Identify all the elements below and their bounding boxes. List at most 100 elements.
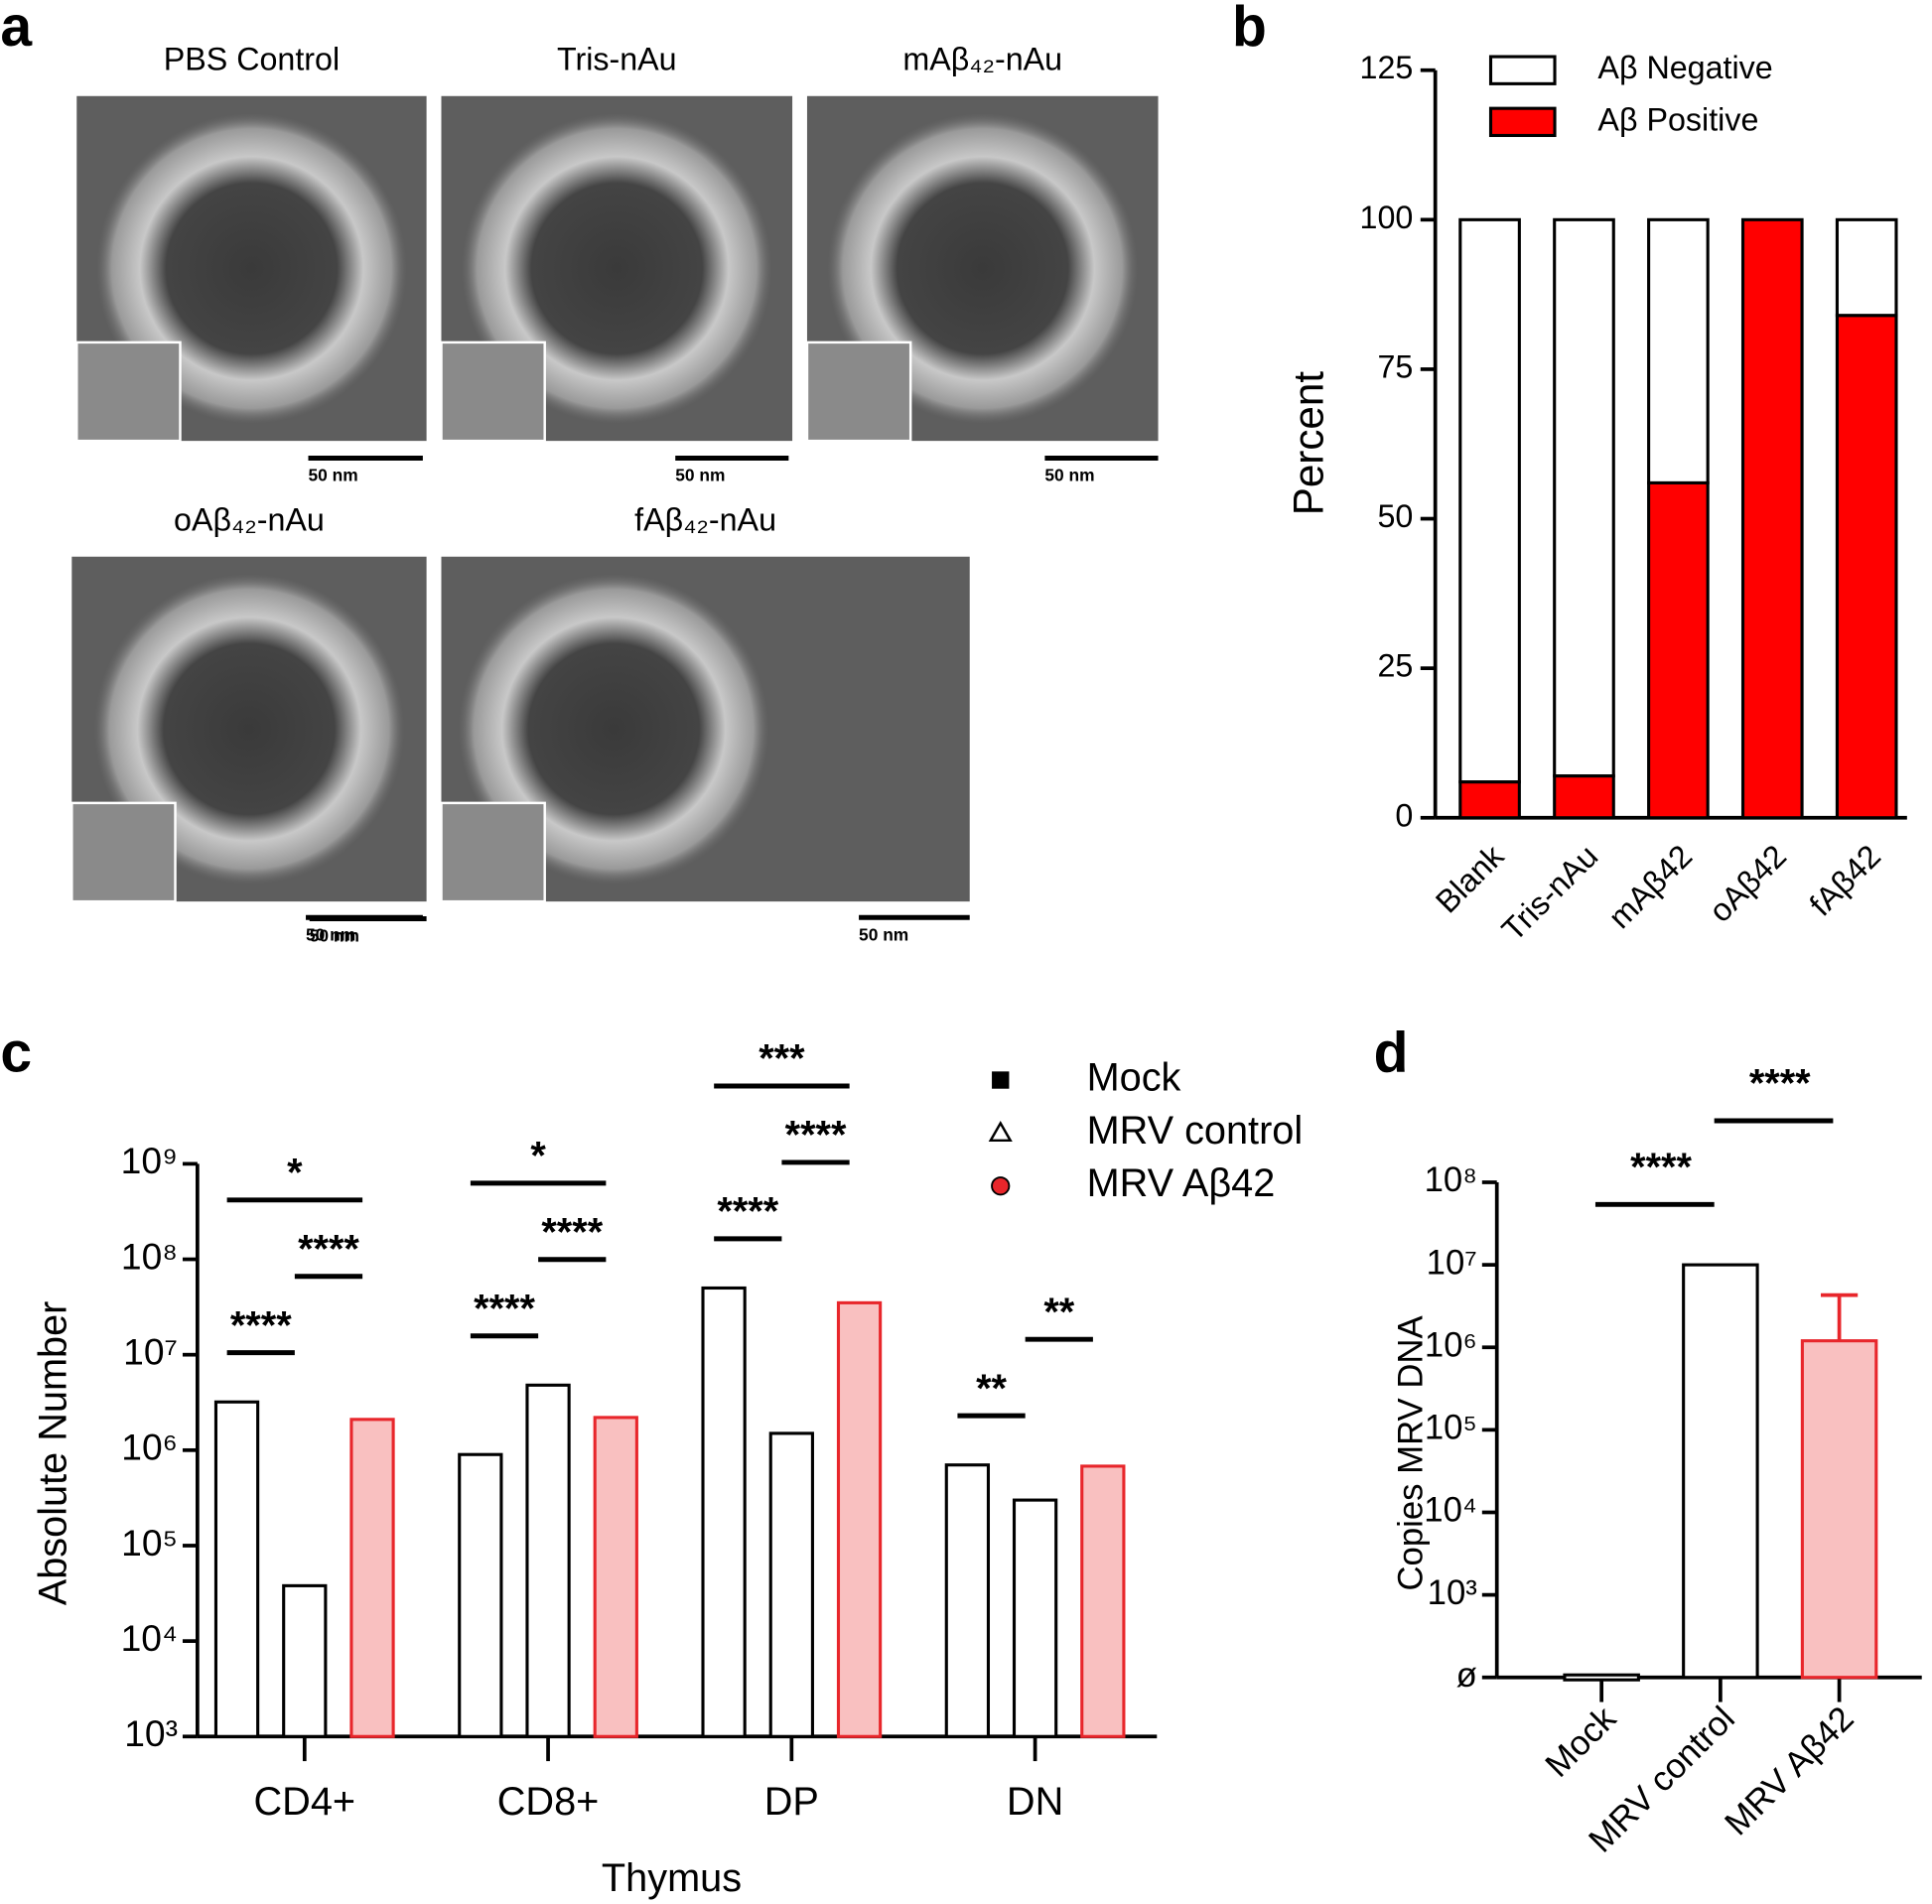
y-tick-label: 10⁷ [123, 1331, 178, 1373]
bar [349, 1418, 395, 1738]
significance-label: **** [785, 1114, 847, 1157]
micrograph-title: oAβ₄₂-nAu [174, 502, 325, 538]
bar [701, 1286, 747, 1738]
inset [805, 340, 912, 443]
x-tick-label: fAβ42 [1803, 838, 1887, 922]
legend-label: MRV control [1087, 1109, 1304, 1153]
bar-segment [1553, 774, 1615, 820]
significance-label: **** [230, 1303, 292, 1347]
bar [593, 1416, 638, 1738]
significance-label: * [530, 1135, 546, 1178]
x-tick-label: CD4+ [253, 1780, 355, 1824]
bar [1080, 1464, 1126, 1738]
panel-label: a [0, 0, 33, 59]
y-tick-label: 10⁸ [121, 1235, 178, 1277]
y-tick-label: 10⁴ [121, 1617, 178, 1659]
micrograph-title: PBS Control [164, 42, 340, 77]
panel-label: b [1232, 0, 1267, 59]
significance-label: **** [1630, 1146, 1692, 1189]
y-tick-label: 75 [1377, 348, 1413, 384]
y-axis-label: Copies MRV DNA [1393, 1315, 1431, 1591]
inset [440, 801, 546, 903]
y-tick-label: 10³ [1428, 1574, 1477, 1612]
y-tick-label: 10⁹ [121, 1140, 178, 1181]
x-tick-label: DP [764, 1780, 819, 1824]
legend-swatch [1488, 55, 1557, 85]
significance-label: ** [1043, 1291, 1074, 1334]
legend-marker [991, 1176, 1011, 1196]
y-axis-label: Percent [1286, 371, 1332, 516]
y-tick-label: 10³ [124, 1712, 178, 1754]
bar [458, 1452, 503, 1738]
x-tick-label: Blank [1429, 837, 1511, 919]
y-tick-label: 0 [1395, 797, 1413, 833]
scale-bar-label: 50 nm [310, 926, 359, 946]
y-tick-label: ø [1456, 1657, 1477, 1695]
panel-label: c [0, 1021, 32, 1085]
legend-label: Mock [1087, 1056, 1181, 1100]
x-tick-label: MRV Aβ42 [1718, 1700, 1861, 1842]
bar-segment [1458, 217, 1521, 784]
x-axis-label: Thymus [602, 1856, 742, 1900]
x-tick-label: mAβ42 [1601, 838, 1699, 935]
bar-segment [1740, 217, 1804, 820]
bar [836, 1300, 883, 1738]
bar [213, 1400, 260, 1738]
significance-label: **** [298, 1227, 359, 1271]
inset [440, 340, 546, 443]
y-tick-label: 10⁵ [121, 1522, 178, 1564]
panel-label: d [1374, 1021, 1409, 1085]
bar [1012, 1498, 1058, 1738]
y-tick-label: 100 [1360, 200, 1414, 235]
micrograph-title: Tris-nAu [557, 42, 677, 77]
scale-bar-label: 50 nm [859, 924, 908, 944]
y-tick-label: 10⁷ [1427, 1244, 1477, 1282]
bar [1682, 1263, 1759, 1680]
inset [70, 801, 177, 903]
scale-bar-label: 50 nm [309, 466, 358, 485]
significance-label: **** [541, 1210, 603, 1254]
bar-segment [1647, 217, 1710, 484]
bar-segment [1553, 217, 1615, 778]
x-tick-label: DN [1007, 1780, 1063, 1824]
significance-label: **** [1749, 1062, 1811, 1106]
legend-label: Aβ Positive [1597, 101, 1758, 137]
bar [1800, 1339, 1878, 1680]
bar-segment [1647, 480, 1710, 820]
scale-bar-label: 50 nm [675, 466, 725, 485]
bar [525, 1383, 571, 1738]
x-tick-label: CD8+ [497, 1780, 600, 1824]
y-tick-label: 25 [1377, 648, 1413, 684]
bar [282, 1583, 328, 1738]
legend-label: Aβ Negative [1597, 50, 1772, 85]
bar-segment [1458, 780, 1521, 820]
x-tick-label: Tris-nAu [1495, 838, 1605, 948]
inset [75, 340, 182, 443]
significance-label: ** [976, 1367, 1007, 1411]
legend-swatch [1488, 106, 1557, 138]
significance-label: **** [474, 1287, 535, 1330]
micrograph-title: mAβ₄₂-nAu [902, 42, 1062, 77]
scale-bar-label: 50 nm [306, 924, 355, 944]
y-axis-label: Absolute Number [32, 1301, 75, 1606]
bar-segment [1835, 217, 1898, 318]
y-tick-label: 125 [1360, 50, 1414, 85]
significance-label: *** [759, 1037, 805, 1081]
y-tick-label: 50 [1377, 498, 1413, 534]
scale-bar-label: 50 nm [1044, 466, 1094, 485]
bar [768, 1431, 814, 1738]
bar [1563, 1673, 1640, 1682]
significance-label: **** [717, 1190, 778, 1234]
y-tick-label: 10⁴ [1424, 1492, 1477, 1530]
x-tick-label: oAβ42 [1702, 838, 1793, 929]
legend-label: MRV Aβ42 [1087, 1161, 1276, 1205]
bar-segment [1835, 314, 1898, 820]
bar [944, 1463, 991, 1738]
micrograph-title: fAβ₄₂-nAu [634, 502, 776, 538]
legend-marker [992, 1071, 1010, 1089]
y-tick-label: 10⁸ [1425, 1161, 1477, 1199]
significance-label: * [287, 1151, 303, 1194]
y-tick-label: 10⁵ [1425, 1410, 1477, 1447]
